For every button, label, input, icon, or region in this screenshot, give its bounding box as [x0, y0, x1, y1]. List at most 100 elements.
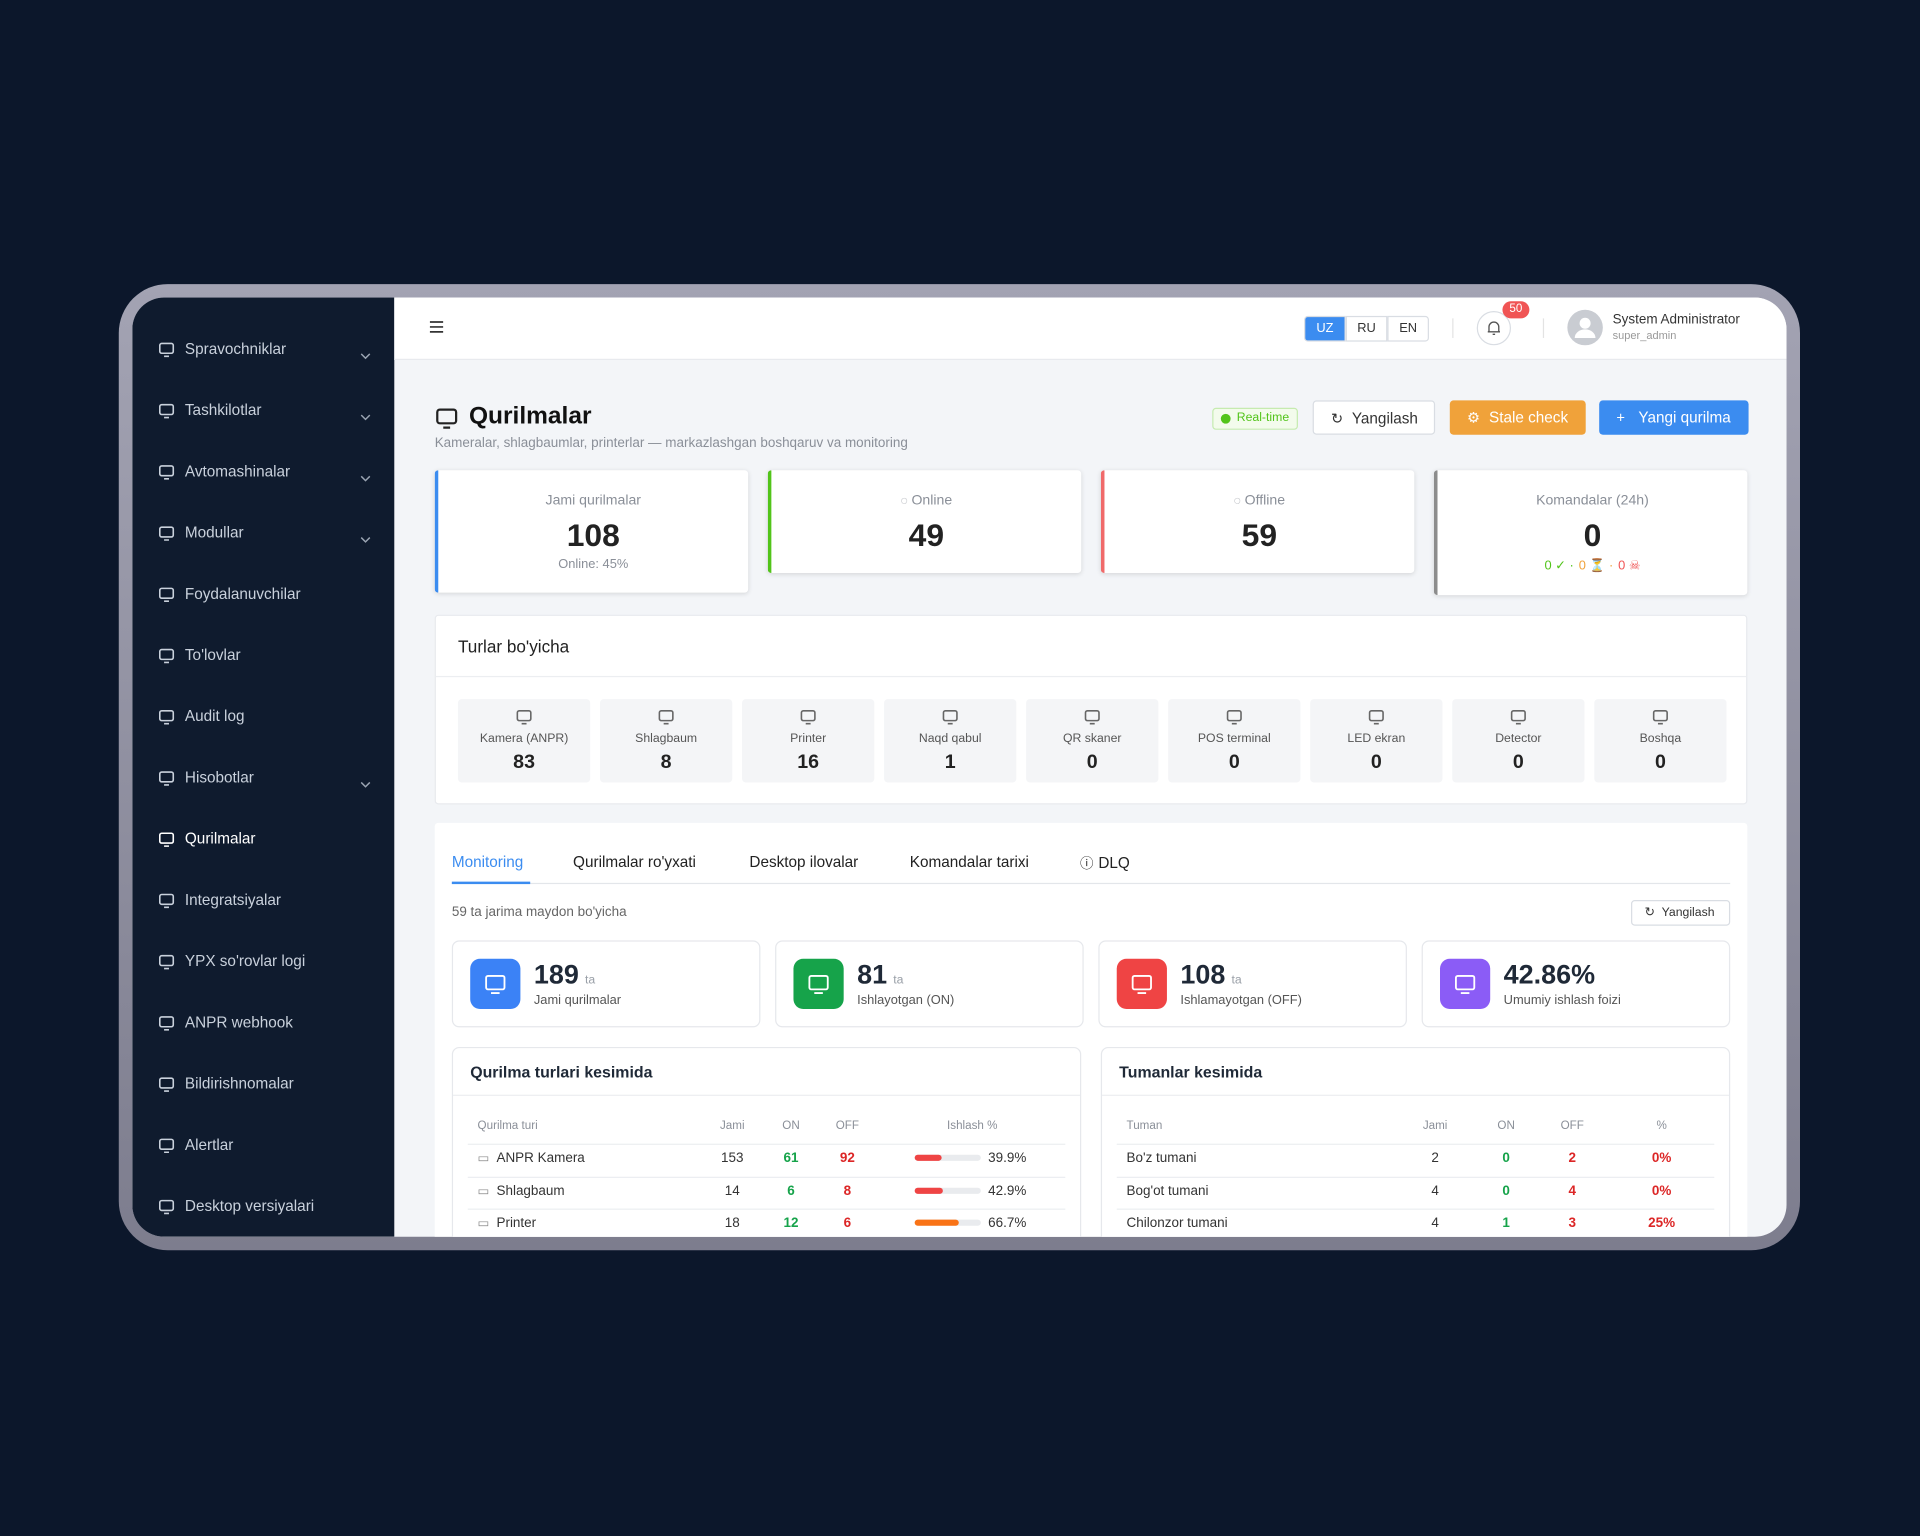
avatar[interactable]	[1567, 309, 1603, 346]
status-dot	[1220, 413, 1231, 424]
tab[interactable]: Desktop ilovalar	[749, 853, 858, 870]
icon-glyph	[159, 403, 175, 419]
cell: 6	[843, 1215, 852, 1231]
row-label-text: Bo'z tumani	[1126, 1151, 1197, 1166]
button-label: Yangi qurilma	[1638, 408, 1731, 427]
icon-glyph	[159, 1199, 175, 1215]
tab[interactable]: Komandalar tarixi	[910, 853, 1029, 870]
status-icon: ◌	[1233, 494, 1241, 509]
sidebar-item[interactable]: Avtomashinalar	[132, 462, 394, 484]
chevron	[360, 405, 371, 427]
kpi-icon	[793, 958, 844, 1009]
icon-glyph	[658, 710, 674, 725]
column-header: OFF	[1560, 1119, 1584, 1133]
tab[interactable]: Qurilmalar ro'yxati	[573, 853, 696, 870]
menu-toggle[interactable]	[429, 321, 444, 333]
icon	[158, 463, 175, 486]
divider	[1542, 318, 1545, 338]
sidebar-item[interactable]: YPX so'rovlar logi	[132, 951, 394, 973]
type-label: LED ekran	[1347, 732, 1406, 746]
action-button[interactable]: ⚙ Stale check	[1449, 400, 1586, 435]
stat-card: ◌ Offline 59	[1100, 470, 1415, 574]
sidebar-item[interactable]: Alertlar	[132, 1135, 394, 1157]
stat-value: 59	[1241, 516, 1278, 554]
icon-glyph	[159, 587, 175, 603]
cell: 18	[724, 1215, 740, 1231]
icon-glyph	[1368, 710, 1384, 725]
bar	[914, 1219, 959, 1226]
divider	[435, 675, 1747, 678]
tab-label: Komandalar tarixi	[909, 853, 1029, 871]
row-label: ▭ ANPR Kamera	[478, 1151, 585, 1166]
types-panel: Turlar bo'yicha Kamera (ANPR) 83 Shlagbaum 8…	[434, 614, 1748, 805]
tab-label: Desktop ilovalar	[749, 853, 859, 871]
cell: 4	[1431, 1183, 1439, 1199]
type-tile: Kamera (ANPR) 83	[457, 699, 591, 783]
tab-icon: ⓘ	[1080, 857, 1094, 872]
sidebar-label: Hisobotlar	[184, 768, 254, 787]
sidebar-item[interactable]: To'lovlar	[132, 645, 394, 667]
row-label-text: Chilonzor tumani	[1126, 1215, 1228, 1231]
icon	[158, 891, 175, 914]
kpi-unit: ta	[1231, 973, 1242, 987]
language-button[interactable]: EN	[1387, 315, 1429, 342]
stat-label: ◌ Online	[771, 493, 1081, 508]
action-button[interactable]: + Yangi qurilma	[1599, 400, 1749, 435]
icon-glyph	[159, 1138, 175, 1154]
button-label: Yangilash	[1351, 410, 1418, 428]
sidebar-item[interactable]: Spravochniklar	[132, 339, 394, 361]
cell: 8	[843, 1183, 852, 1199]
bell-glyph	[1487, 321, 1501, 335]
row-icon: ▭	[477, 1152, 490, 1166]
icon	[158, 769, 175, 792]
sidebar-item[interactable]: ANPR webhook	[132, 1013, 394, 1035]
type-value: 16	[797, 751, 820, 773]
icon	[1652, 708, 1669, 731]
cell: 12	[783, 1215, 799, 1231]
language-button[interactable]: RU	[1345, 315, 1388, 342]
type-tile: Naqd qabul 1	[884, 699, 1017, 783]
icon	[658, 708, 675, 731]
column-header: ON	[1497, 1119, 1515, 1133]
stat-card: Komandalar (24h) 0 0 ✓ · 0 ⏳ · 0 ☠	[1433, 470, 1748, 596]
cell: 6	[787, 1183, 795, 1199]
kpi-glyph	[808, 975, 829, 994]
row-divider	[1116, 1208, 1715, 1210]
sidebar-item[interactable]: Modullar	[132, 523, 394, 545]
notification-badge: 50	[1502, 301, 1530, 319]
kpi-label: Umumiy ishlash foizi	[1503, 993, 1621, 1008]
divider	[1452, 318, 1454, 338]
sidebar-item[interactable]: Foydalanuvchilar	[132, 584, 394, 606]
row-divider	[467, 1176, 1066, 1178]
panel-title: Qurilma turlari kesimida	[470, 1062, 653, 1082]
sidebar-item[interactable]: Tashkilotlar	[132, 400, 394, 422]
sidebar-item[interactable]: Desktop versiyalari	[132, 1196, 394, 1218]
type-value: 0	[1086, 751, 1098, 773]
main: UZ RU EN 50 System Administrator super_admin …	[394, 297, 1787, 1237]
sidebar-item[interactable]: Bildirishnomalar	[132, 1074, 394, 1096]
type-value: 1	[944, 751, 956, 773]
sidebar-item[interactable]: Hisobotlar	[132, 768, 394, 790]
sidebar-item[interactable]: Audit log	[132, 707, 394, 729]
refresh-button[interactable]: ↻ Yangilash	[1631, 900, 1731, 926]
kpi-icon	[1440, 958, 1491, 1009]
bar	[914, 1187, 944, 1194]
type-tile: LED ekran 0	[1310, 699, 1443, 783]
cell: 66.7%	[988, 1215, 1027, 1231]
tab[interactable]: Monitoring	[452, 853, 523, 870]
header: UZ RU EN 50 System Administrator super_admin	[394, 297, 1787, 361]
cell: 39.9%	[988, 1151, 1027, 1166]
sidebar-item[interactable]: Qurilmalar	[132, 829, 394, 851]
icon	[158, 1136, 175, 1159]
sidebar-item[interactable]: Integratsiyalar	[132, 890, 394, 912]
type-label: Kamera (ANPR)	[479, 732, 569, 746]
tab[interactable]: ⓘ DLQ	[1080, 853, 1130, 873]
icon-glyph	[159, 648, 175, 664]
language-button[interactable]: UZ	[1304, 315, 1346, 342]
type-label: Detector	[1495, 732, 1542, 746]
chevron-glyph	[360, 414, 371, 421]
kpi-card: 108 ta Ishlamayotgan (OFF)	[1098, 940, 1407, 1028]
stat-label-text: Online	[911, 493, 953, 509]
cell: 3	[1568, 1215, 1576, 1231]
action-button[interactable]: ↻ Yangilash	[1312, 400, 1436, 435]
